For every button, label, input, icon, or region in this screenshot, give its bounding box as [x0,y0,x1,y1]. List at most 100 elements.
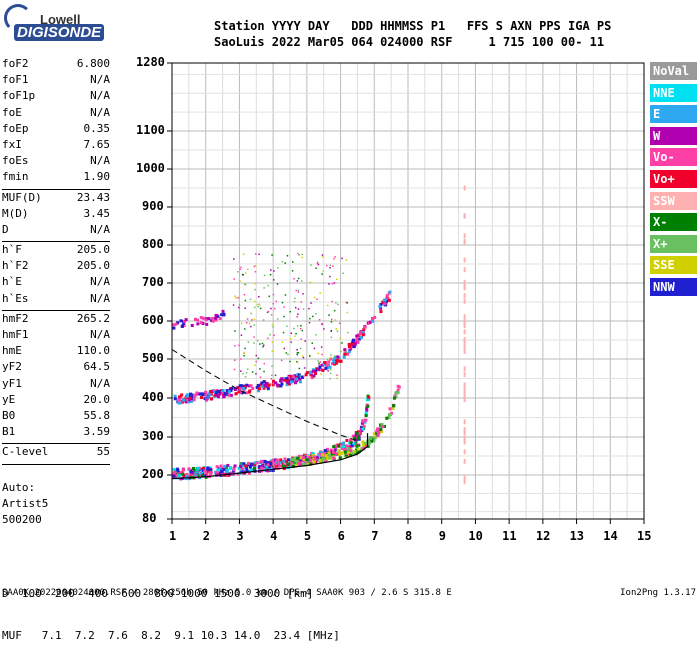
echo-point [379,306,383,310]
echo-noise-point [237,270,239,273]
logo-lowell: Lowell [40,12,81,27]
echo-noise-point [258,303,261,305]
echo-point [349,438,353,442]
echo-point [322,362,326,366]
echo-point [351,338,355,342]
param-value: 265.2 [76,311,110,325]
echo-point [256,389,260,393]
echo-point [379,303,383,307]
echo-point [380,423,384,427]
echo-noise-point [315,267,317,269]
echo-point [217,390,221,394]
param-value: N/A [90,376,110,390]
ssw-echo [463,394,466,400]
echo-point [201,322,205,326]
echo-point [182,398,186,402]
echo-point [188,396,192,400]
echo-point [181,470,185,474]
echo-point [362,328,366,332]
echo-point [366,444,370,448]
echo-point [285,377,289,381]
echo-point [190,324,194,328]
echo-noise-point [314,376,317,378]
echo-point [246,463,250,467]
echo-point [314,460,318,464]
echo-noise-point [263,370,265,373]
plot-border [171,62,645,520]
ssw-echo [463,341,466,347]
echo-point [200,474,204,478]
echo-point [367,441,371,445]
echo-point [234,392,238,396]
echo-noise-point [273,279,275,281]
echo-noise-point [271,365,273,367]
echo-point [372,439,376,443]
echo-point [262,380,266,384]
echo-point [251,386,255,390]
echo-noise-point [297,291,300,293]
echo-point [237,466,241,470]
echo-point [216,468,220,472]
x-tick-label: 12 [535,529,551,543]
echo-point [227,393,231,397]
echo-point [290,460,294,464]
param-row: foF2 6.800 [2,57,110,73]
echo-point [204,395,208,399]
x-tick-label: 10 [468,529,483,543]
echo-point [279,458,283,462]
echo-point [296,456,300,460]
echo-point [222,394,226,398]
echo-point [321,453,325,457]
echo-point [174,322,178,326]
echo-noise-point [240,266,242,269]
echo-point [360,448,364,452]
muf-distance: 1500 [207,587,241,600]
echo-point [198,392,202,396]
echo-noise-point [270,378,273,380]
echo-point [172,475,176,479]
echo-point [272,379,276,383]
echo-point [216,471,220,475]
echo-noise-point [296,361,299,364]
echo-noise-point [302,355,304,357]
echo-noise-point [329,275,331,278]
param-key: hmF2 [2,311,29,325]
echo-noise-point [267,284,269,287]
echo-point [321,363,325,367]
echo-noise-point [269,273,272,276]
echo-noise-point [262,319,265,321]
echo-point [265,465,269,469]
param-separator [2,463,110,465]
echo-point [378,423,382,427]
echo-point [263,383,267,387]
echo-point [193,469,197,473]
echo-noise-point [253,318,256,321]
echo-point [275,383,279,387]
echo-noise-point [296,316,298,318]
echo-noise-point [300,301,303,303]
ssw-echo [463,337,466,343]
echo-point [229,393,233,397]
muf-frequency: 23.4 [260,629,301,642]
x-tick-label: 9 [438,529,446,543]
echo-point [300,456,304,460]
echo-point [346,447,350,451]
echo-point [193,317,197,321]
echo-noise-point [315,312,317,315]
echo-point [204,472,208,476]
echo-point [184,400,188,404]
echo-point [257,387,261,391]
param-row: foF1 N/A [2,73,110,89]
echo-noise-point [330,336,333,339]
echo-point [228,467,232,471]
echo-noise-point [233,278,236,280]
echo-point [378,304,382,308]
muf-distance: 400 [74,587,108,600]
param-key: fmin [2,170,29,184]
echo-noise-point [269,333,272,336]
ssw-echo [463,372,466,378]
echo-point [333,355,337,359]
echo-noise-point [247,368,249,370]
echo-noise-point [296,252,299,255]
echo-point [352,442,356,446]
